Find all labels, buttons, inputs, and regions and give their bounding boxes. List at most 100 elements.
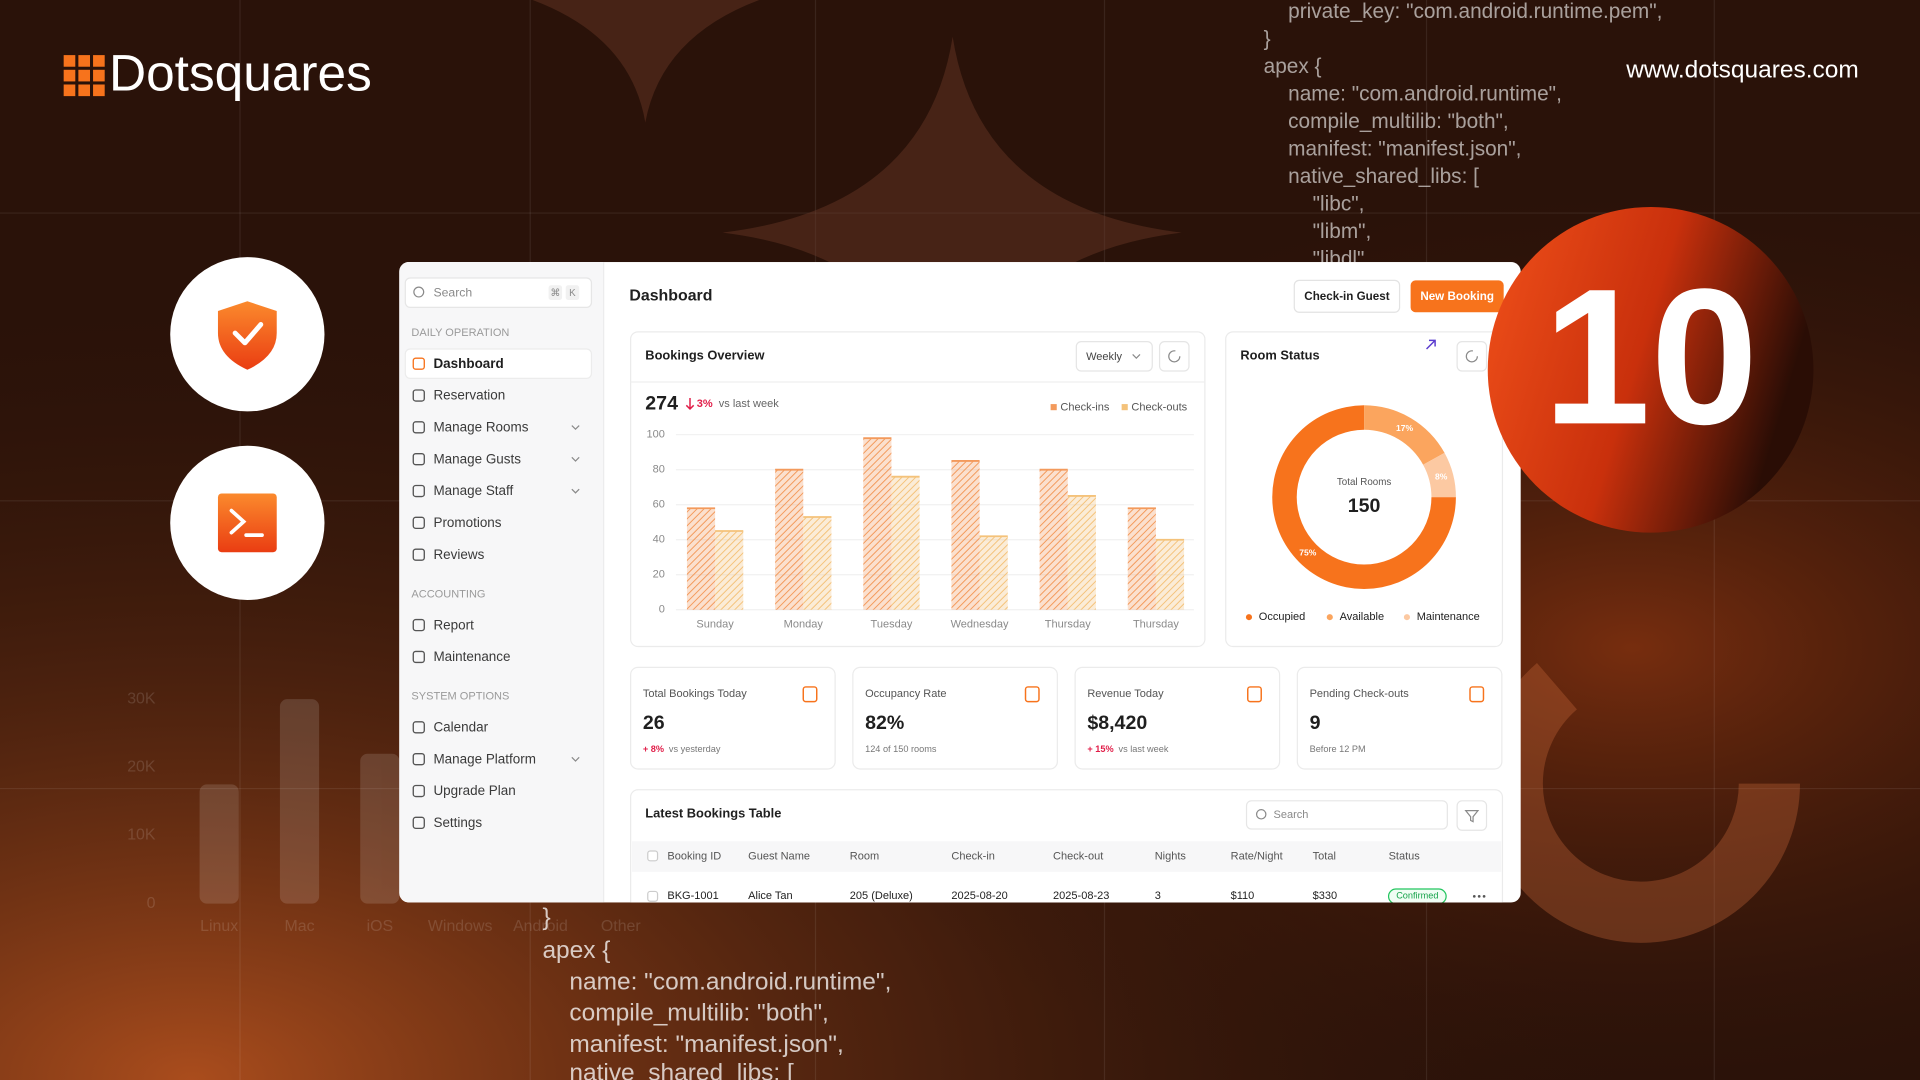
legend-label: Available <box>1340 611 1385 623</box>
legend-label: Maintenance <box>1417 611 1480 623</box>
terminal-prompt <box>229 508 264 537</box>
value-label: 17% <box>1396 423 1414 433</box>
center-value: 150 <box>1348 495 1381 517</box>
nav-item[interactable]: Reviews <box>433 547 484 562</box>
code-line: native_shared_libs: [ <box>569 1059 794 1080</box>
code-line: name: "com.android.runtime", <box>569 969 891 996</box>
change: 3% <box>697 398 713 410</box>
button[interactable] <box>1410 280 1504 313</box>
column-header: Rate/Night <box>1231 850 1283 862</box>
stat-icon <box>1247 686 1262 703</box>
nav-item[interactable]: Upgrade Plan <box>433 783 515 798</box>
x-tick-label: Mac <box>284 918 314 935</box>
y-tick-label: 60 <box>653 499 665 511</box>
stat-icon <box>1024 686 1040 703</box>
button-label: Check-in Guest <box>1304 290 1389 303</box>
x-tick-label: Sunday <box>696 618 734 630</box>
shortcut-key: K <box>569 288 576 299</box>
bar <box>1127 508 1156 610</box>
search-placeholder: Search <box>1273 809 1308 821</box>
nav-item[interactable]: Maintenance <box>433 649 510 664</box>
button-label: New Booking <box>1420 290 1494 303</box>
column-header: Room <box>850 850 879 862</box>
stat-change: + 15% <box>1087 744 1113 754</box>
nav-item[interactable]: Manage Rooms <box>433 420 528 435</box>
stat-title: Pending Check-outs <box>1310 688 1410 700</box>
nav-item[interactable]: Calendar <box>433 720 488 735</box>
column-header: Nights <box>1155 850 1187 862</box>
chevron-icon <box>571 756 580 762</box>
search-icon <box>413 286 425 298</box>
code-snippet: private_key: "com.android.runtime.pem",}… <box>1264 0 1663 271</box>
nav-icon <box>412 618 425 632</box>
checkbox[interactable] <box>647 850 659 862</box>
x-tick-label: Linux <box>200 918 238 935</box>
y-tick-label: 0 <box>147 895 156 912</box>
y-tick-label: 80 <box>653 464 665 476</box>
nav-item[interactable]: Report <box>433 617 474 632</box>
value-label: 75% <box>1299 548 1317 558</box>
donut-segment <box>1423 452 1456 498</box>
check-icon <box>232 322 264 346</box>
x-tick-label: Thursday <box>1045 618 1091 630</box>
column-header: Check-out <box>1053 850 1103 862</box>
shortcut-key: ⌘ <box>550 288 560 299</box>
search-box[interactable] <box>404 277 593 308</box>
search-box[interactable] <box>1245 800 1448 830</box>
button[interactable] <box>1293 279 1401 313</box>
nav-item[interactable]: Reservation <box>433 388 505 403</box>
nav-item[interactable]: Promotions <box>433 515 501 530</box>
column-header: Total <box>1313 850 1336 862</box>
code-line: name: "com.android.runtime", <box>1288 82 1562 105</box>
x-tick-label: Wednesday <box>951 618 1009 630</box>
bar <box>979 536 1008 610</box>
cell: 3 <box>1155 890 1161 902</box>
expand-icon <box>1426 339 1436 350</box>
column-header: Guest Name <box>748 850 810 862</box>
refresh-icon <box>1168 350 1181 363</box>
status-pill <box>1387 888 1447 903</box>
code-line: "libm", <box>1313 220 1372 243</box>
bar <box>863 438 892 610</box>
nav-item[interactable]: Settings <box>433 815 482 830</box>
star-decor <box>532 0 1182 441</box>
active-item <box>404 348 593 379</box>
filter-button[interactable] <box>1456 800 1488 831</box>
nav-item[interactable]: Manage Gusts <box>433 451 521 466</box>
card <box>852 666 1058 770</box>
logo-square <box>78 69 90 82</box>
card <box>630 666 836 770</box>
nav-icon <box>412 421 425 434</box>
stat-note: 124 of 150 rooms <box>865 744 937 754</box>
x-tick-label: Monday <box>784 618 824 630</box>
y-tick-label: 100 <box>647 429 665 441</box>
x-tick-label: iOS <box>367 918 394 935</box>
stat-value: 9 <box>1310 712 1321 734</box>
search-icon <box>1255 809 1267 820</box>
y-tick-label: 30K <box>127 690 156 707</box>
legend-dot <box>1326 614 1333 621</box>
nav-item[interactable]: Dashboard <box>433 356 503 371</box>
terminal-icon <box>217 493 277 553</box>
y-tick-label: 10K <box>127 827 156 844</box>
code-line: private_key: "com.android.runtime.pem", <box>1288 0 1662 23</box>
code-line: } <box>1264 27 1271 50</box>
comparison: vs last week <box>719 398 779 410</box>
total: 274 <box>645 392 678 414</box>
nav-item[interactable]: Manage Platform <box>433 751 535 766</box>
legend-label: Check-outs <box>1131 402 1187 414</box>
key-cap <box>548 285 563 300</box>
stat-title: Occupancy Rate <box>865 688 946 700</box>
brand-name: Dotsquares <box>109 44 372 102</box>
nav-item[interactable]: Manage Staff <box>433 483 513 498</box>
checkbox[interactable] <box>647 890 659 902</box>
refresh-button[interactable] <box>1456 341 1488 372</box>
card <box>1225 331 1504 648</box>
card-title: Room Status <box>1240 348 1319 363</box>
refresh-button[interactable] <box>1158 341 1190 372</box>
page-title: Dashboard <box>629 288 712 305</box>
dropdown[interactable] <box>1075 341 1153 372</box>
stat-note: vs yesterday <box>669 744 721 754</box>
code-line: compile_multilib: "both", <box>1288 110 1509 133</box>
logo-square <box>78 84 90 97</box>
